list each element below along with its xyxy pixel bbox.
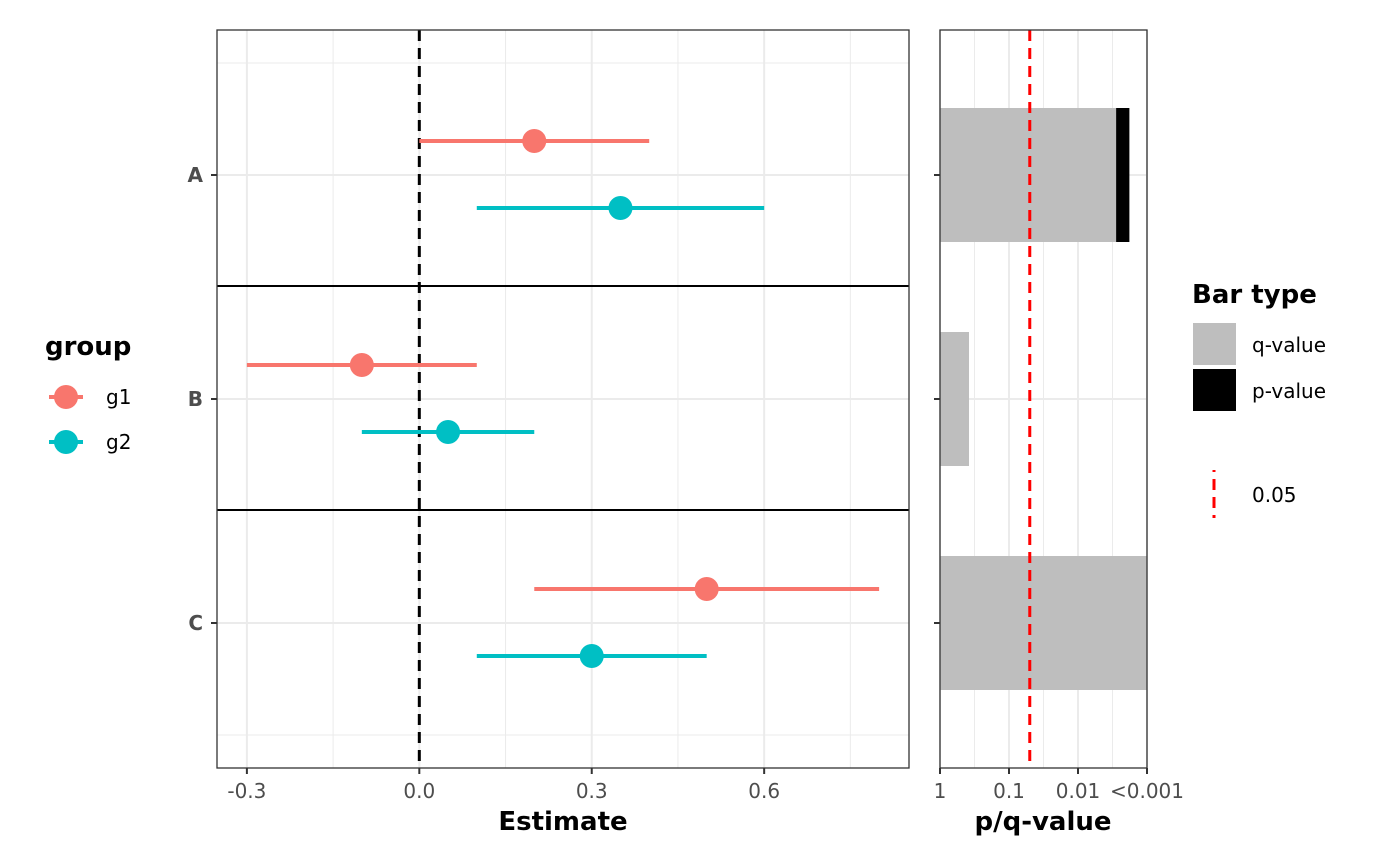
category-label-C: C xyxy=(188,611,203,635)
legend-label-g2: g2 xyxy=(106,430,131,454)
legend-label-g1: g1 xyxy=(106,385,131,409)
point-g1-B xyxy=(349,353,374,377)
forest-x-tick-label: 0.0 xyxy=(403,779,435,803)
legend-key-point-g2 xyxy=(54,430,78,454)
forest-x-tick-label: 0.3 xyxy=(576,779,608,803)
legend-label-p-value: p-value xyxy=(1252,379,1326,403)
bar-q-value-B xyxy=(940,332,969,466)
bar-x-axis-title: p/q-value xyxy=(974,807,1111,837)
forest-x-tick-label: -0.3 xyxy=(227,779,266,803)
point-g2-B xyxy=(436,420,461,444)
point-g2-C xyxy=(579,644,604,668)
bar-q-value-A xyxy=(940,108,1117,242)
bar-x-tick-label: 0.1 xyxy=(993,779,1025,803)
legend-key-q-value xyxy=(1193,323,1236,365)
point-g2-A xyxy=(608,196,633,220)
bar-x-tick-label: 1 xyxy=(934,779,947,803)
bar-x-tick-label: <0.001 xyxy=(1110,779,1184,803)
point-g1-A xyxy=(522,129,547,153)
legend-key-p-value xyxy=(1193,369,1236,411)
bar-x-tick-label: 0.01 xyxy=(1056,779,1101,803)
legend-label-threshold: 0.05 xyxy=(1252,483,1297,507)
forest-x-tick-label: 0.6 xyxy=(748,779,780,803)
bar-q-value-C xyxy=(940,556,1147,690)
forest-x-axis-title: Estimate xyxy=(498,807,627,837)
category-label-A: A xyxy=(188,163,204,187)
bar-legend-title: Bar type xyxy=(1192,280,1317,310)
category-label-B: B xyxy=(188,387,203,411)
legend-label-q-value: q-value xyxy=(1252,333,1326,357)
point-g1-C xyxy=(694,577,719,601)
legend-key-point-g1 xyxy=(54,385,78,409)
group-legend-title: group xyxy=(45,332,131,362)
